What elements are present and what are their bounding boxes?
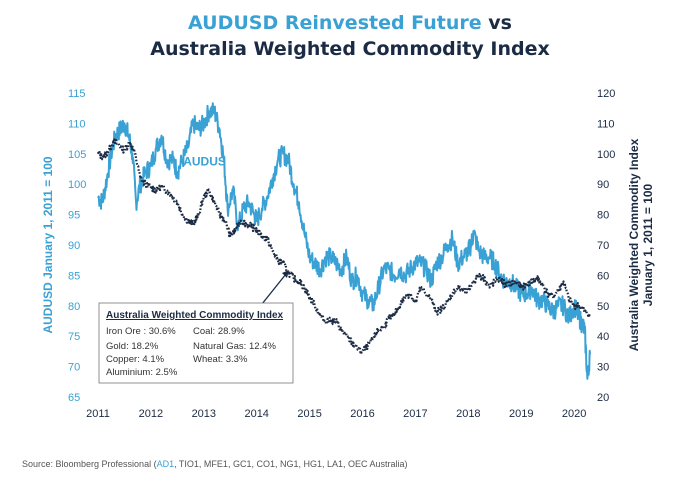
- y-left-tick-115: 115: [68, 88, 86, 100]
- y-right-tick-90: 90: [597, 179, 609, 191]
- source-note: Source: Bloomberg Professional (AD1, TIO…: [22, 459, 408, 469]
- y-right-tick-70: 70: [597, 240, 609, 252]
- y-left-tick-105: 105: [68, 149, 86, 161]
- y-right-tick-20: 20: [597, 392, 609, 404]
- legend-item: Iron Ore : 30.6%: [106, 326, 176, 337]
- legend-heading: Australia Weighted Commodity Index: [106, 310, 283, 321]
- annotation-arrow-line: [261, 273, 287, 305]
- y-left-tick-100: 100: [68, 179, 86, 191]
- source-prefix: Source: Bloomberg Professional (: [22, 459, 157, 469]
- y-left-tick-80: 80: [68, 301, 80, 313]
- source-highlight: AD1: [156, 459, 175, 469]
- y-right-tick-40: 40: [597, 331, 609, 343]
- title-part1: AUDUSD Reinvested Future: [188, 12, 482, 34]
- chart-title-line1: AUDUSD Reinvested Future vs: [0, 12, 700, 34]
- legend-item: Wheat: 3.3%: [193, 354, 248, 365]
- y-left-tick-90: 90: [68, 240, 80, 252]
- x-tick-2014: 2014: [244, 408, 268, 420]
- legend-item: Copper: 4.1%: [106, 354, 165, 365]
- x-tick-2020: 2020: [562, 408, 586, 420]
- annotation-audus: AUDUS: [183, 155, 226, 169]
- x-tick-2015: 2015: [297, 408, 321, 420]
- y-left-tick-110: 110: [68, 118, 86, 130]
- series-line-commodity-index: [96, 138, 591, 354]
- chart-title-line2: Australia Weighted Commodity Index: [150, 38, 550, 60]
- legend-box: [98, 302, 294, 384]
- x-tick-2016: 2016: [350, 408, 374, 420]
- x-tick-2012: 2012: [139, 408, 163, 420]
- title-part2: vs: [481, 12, 512, 34]
- y-right-tick-30: 30: [597, 362, 609, 374]
- x-tick-2019: 2019: [509, 408, 533, 420]
- y-left-tick-75: 75: [68, 331, 80, 343]
- y-right-tick-80: 80: [597, 210, 609, 222]
- legend-item: Gold: 18.2%: [106, 341, 159, 352]
- y-right-label-line2: January 1, 2011 = 100: [641, 183, 655, 306]
- y-right-tick-110: 110: [597, 118, 615, 130]
- y-left-tick-70: 70: [68, 362, 80, 374]
- y-right-tick-120: 120: [597, 88, 615, 100]
- y-left-label: AUDUSD January 1, 2011 = 100: [41, 156, 55, 333]
- x-tick-2013: 2013: [192, 408, 216, 420]
- legend-item: Natural Gas: 12.4%: [193, 341, 276, 352]
- x-tick-2017: 2017: [403, 408, 427, 420]
- x-tick-2011: 2011: [86, 408, 110, 420]
- x-tick-2018: 2018: [456, 408, 480, 420]
- legend-item: Aluminium: 2.5%: [106, 367, 178, 378]
- y-right-tick-60: 60: [597, 270, 609, 282]
- annotation-arrow-head: [282, 270, 289, 278]
- legend-item: Coal: 28.9%: [193, 326, 245, 337]
- y-left-tick-85: 85: [68, 270, 80, 282]
- y-right-tick-100: 100: [597, 149, 615, 161]
- series-line-audus: [97, 102, 591, 380]
- y-left-tick-65: 65: [68, 392, 80, 404]
- y-left-tick-95: 95: [68, 210, 80, 222]
- y-right-label-line1: Australia Weighted Commodity Index: [627, 138, 641, 351]
- y-right-tick-50: 50: [597, 301, 609, 313]
- source-rest: , TIO1, MFE1, GC1, CO1, NG1, HG1, LA1, O…: [174, 459, 408, 469]
